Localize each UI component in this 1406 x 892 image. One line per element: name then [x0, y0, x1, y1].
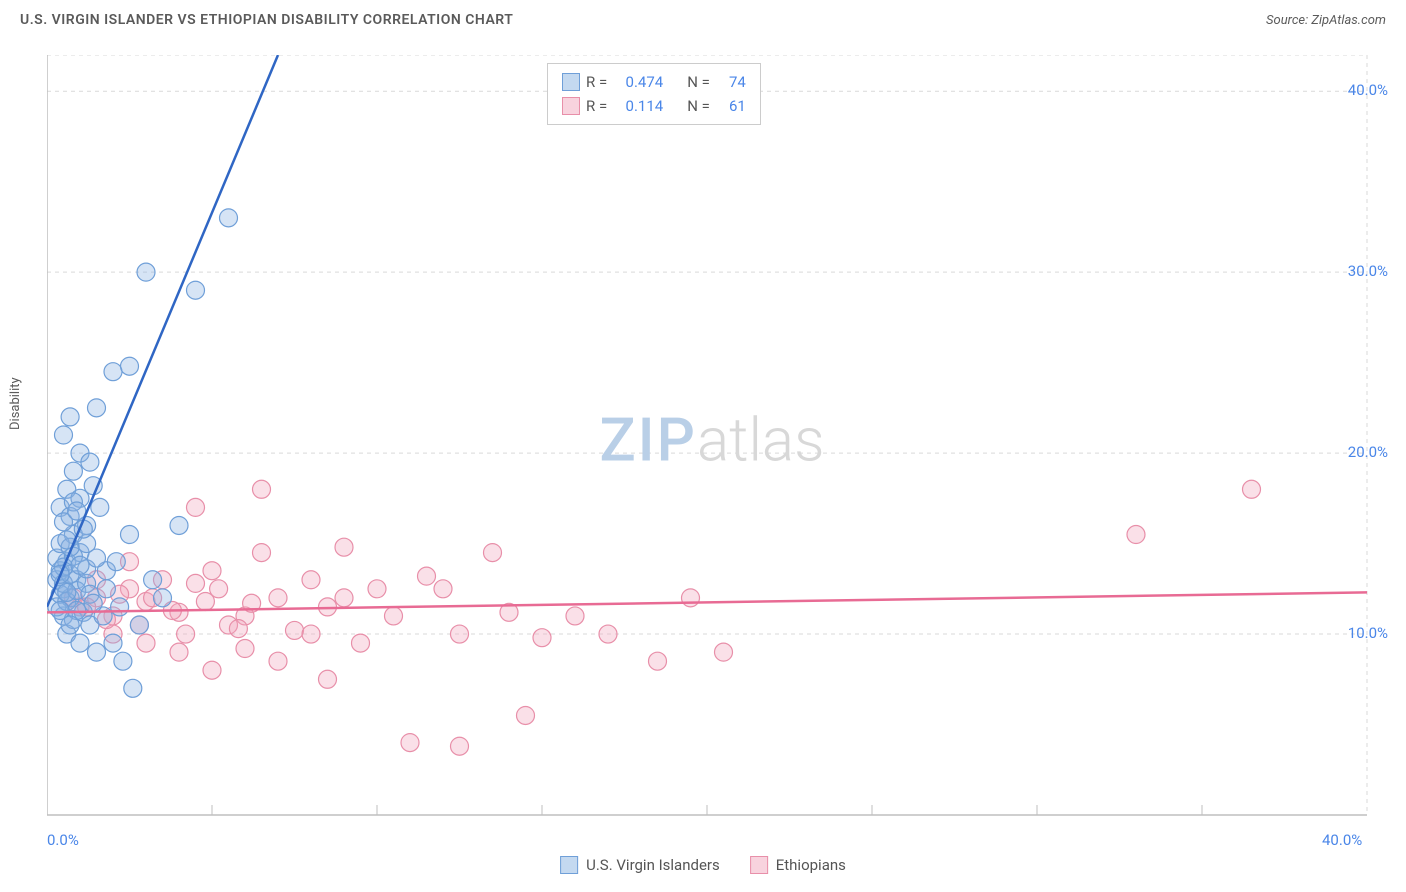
n-value: 61: [716, 94, 746, 118]
legend-swatch: [560, 856, 578, 874]
chart-title: U.S. VIRGIN ISLANDER VS ETHIOPIAN DISABI…: [20, 12, 513, 28]
x-tick-label: 40.0%: [1322, 831, 1362, 849]
stats-legend-row: R = 0.474 N = 74: [562, 70, 746, 94]
r-label: R =: [586, 70, 607, 94]
r-label: R =: [586, 94, 607, 118]
y-tick-label: 20.0%: [1348, 443, 1388, 461]
source-label: Source: ZipAtlas.com: [1266, 13, 1386, 28]
y-tick-label: 40.0%: [1348, 81, 1388, 99]
n-label: N =: [687, 70, 710, 94]
r-value: 0.114: [613, 94, 663, 118]
y-tick-label: 10.0%: [1348, 624, 1388, 642]
y-tick-label: 30.0%: [1348, 262, 1388, 280]
n-label: N =: [687, 94, 710, 118]
chart-svg: [47, 55, 1377, 825]
legend-label: Ethiopians: [776, 856, 846, 874]
series-legend: U.S. Virgin Islanders Ethiopians: [560, 856, 846, 874]
y-axis-label: Disability: [8, 377, 23, 430]
scatter-chart: ZIPatlas R =0.474N =74R =0.114N =61: [47, 55, 1377, 825]
legend-swatch: [750, 856, 768, 874]
legend-swatch: [562, 97, 580, 115]
stats-legend-row: R = 0.114 N = 61: [562, 94, 746, 118]
legend-swatch: [562, 73, 580, 91]
stats-legend: R = 0.474 N = 74 R = 0.114 N = 61: [547, 63, 761, 125]
legend-item: U.S. Virgin Islanders: [560, 856, 720, 874]
legend-item: Ethiopians: [750, 856, 846, 874]
n-value: 74: [716, 70, 746, 94]
r-value: 0.474: [613, 70, 663, 94]
legend-label: U.S. Virgin Islanders: [586, 856, 720, 874]
x-tick-label: 0.0%: [47, 831, 79, 849]
